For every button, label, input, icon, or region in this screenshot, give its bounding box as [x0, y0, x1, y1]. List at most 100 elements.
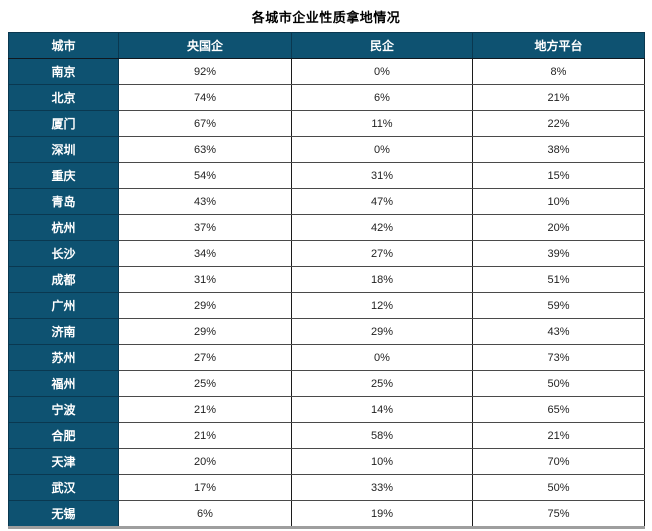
value-cell: 74% — [118, 84, 292, 111]
value-cell: 22% — [472, 110, 645, 137]
city-cell: 杭州 — [8, 214, 119, 241]
value-cell: 11% — [291, 110, 473, 137]
value-cell: 20% — [118, 448, 292, 475]
table-row: 宁波 21% 14% 65% — [8, 396, 645, 423]
value-cell: 43% — [118, 188, 292, 215]
table-row: 青岛 43% 47% 10% — [8, 188, 645, 215]
city-cell: 厦门 — [8, 110, 119, 137]
table-row: 苏州 27% 0% 73% — [8, 344, 645, 371]
city-cell: 合肥 — [8, 422, 119, 449]
value-cell: 25% — [291, 370, 473, 397]
table-row: 南京 92% 0% 8% — [8, 58, 645, 85]
table-header: 城市 央国企 民企 地方平台 — [8, 32, 645, 59]
value-cell: 19% — [291, 500, 473, 528]
value-cell: 29% — [291, 318, 473, 345]
table-row: 厦门 67% 11% 22% — [8, 110, 645, 137]
value-cell: 59% — [472, 292, 645, 319]
value-cell: 29% — [118, 292, 292, 319]
table-body: 南京 92% 0% 8% 北京 74% 6% 21% 厦门 67% 11% 22% 深圳 63% 0% 38%… — [8, 58, 645, 528]
column-header-city: 城市 — [8, 32, 119, 59]
value-cell: 17% — [118, 474, 292, 501]
value-cell: 18% — [291, 266, 473, 293]
value-cell: 34% — [118, 240, 292, 267]
city-cell: 北京 — [8, 84, 119, 111]
table-row: 重庆 54% 31% 15% — [8, 162, 645, 189]
value-cell: 54% — [118, 162, 292, 189]
value-cell: 0% — [291, 58, 473, 85]
value-cell: 25% — [118, 370, 292, 397]
column-header-local-platform: 地方平台 — [472, 32, 645, 59]
table-row: 深圳 63% 0% 38% — [8, 136, 645, 163]
city-cell: 长沙 — [8, 240, 119, 267]
value-cell: 51% — [472, 266, 645, 293]
table-row: 杭州 37% 42% 20% — [8, 214, 645, 241]
city-cell: 广州 — [8, 292, 119, 319]
table-row: 无锡 6% 19% 75% — [8, 500, 645, 528]
city-cell: 福州 — [8, 370, 119, 397]
value-cell: 6% — [118, 500, 292, 528]
value-cell: 70% — [472, 448, 645, 475]
city-enterprise-table: 城市 央国企 民企 地方平台 南京 92% 0% 8% 北京 74% 6% 21% 厦门 67% 1… — [8, 32, 645, 529]
value-cell: 10% — [472, 188, 645, 215]
table-row: 合肥 21% 58% 21% — [8, 422, 645, 449]
value-cell: 31% — [118, 266, 292, 293]
value-cell: 6% — [291, 84, 473, 111]
page-title: 各城市企业性质拿地情况 — [251, 10, 401, 25]
value-cell: 20% — [472, 214, 645, 241]
column-header-central-soe: 央国企 — [118, 32, 292, 59]
city-cell: 武汉 — [8, 474, 119, 501]
city-cell: 深圳 — [8, 136, 119, 163]
city-cell: 青岛 — [8, 188, 119, 215]
value-cell: 10% — [291, 448, 473, 475]
value-cell: 63% — [118, 136, 292, 163]
value-cell: 47% — [291, 188, 473, 215]
value-cell: 27% — [291, 240, 473, 267]
city-cell: 重庆 — [8, 162, 119, 189]
value-cell: 92% — [118, 58, 292, 85]
table-row: 长沙 34% 27% 39% — [8, 240, 645, 267]
value-cell: 39% — [472, 240, 645, 267]
value-cell: 12% — [291, 292, 473, 319]
city-cell: 成都 — [8, 266, 119, 293]
value-cell: 58% — [291, 422, 473, 449]
city-cell: 宁波 — [8, 396, 119, 423]
value-cell: 21% — [472, 84, 645, 111]
city-cell: 南京 — [8, 58, 119, 85]
table-row: 福州 25% 25% 50% — [8, 370, 645, 397]
table-row: 天津 20% 10% 70% — [8, 448, 645, 475]
value-cell: 73% — [472, 344, 645, 371]
value-cell: 31% — [291, 162, 473, 189]
value-cell: 67% — [118, 110, 292, 137]
value-cell: 75% — [472, 500, 645, 528]
city-cell: 济南 — [8, 318, 119, 345]
city-cell: 无锡 — [8, 500, 119, 528]
table-row: 广州 29% 12% 59% — [8, 292, 645, 319]
column-header-private: 民企 — [291, 32, 473, 59]
table-row: 北京 74% 6% 21% — [8, 84, 645, 111]
value-cell: 21% — [472, 422, 645, 449]
table-row: 武汉 17% 33% 50% — [8, 474, 645, 501]
value-cell: 43% — [472, 318, 645, 345]
value-cell: 38% — [472, 136, 645, 163]
city-cell: 苏州 — [8, 344, 119, 371]
value-cell: 33% — [291, 474, 473, 501]
value-cell: 0% — [291, 344, 473, 371]
value-cell: 21% — [118, 396, 292, 423]
value-cell: 21% — [118, 422, 292, 449]
value-cell: 50% — [472, 474, 645, 501]
city-cell: 天津 — [8, 448, 119, 475]
header-row: 城市 央国企 民企 地方平台 — [8, 32, 645, 59]
table-row: 成都 31% 18% 51% — [8, 266, 645, 293]
value-cell: 0% — [291, 136, 473, 163]
value-cell: 65% — [472, 396, 645, 423]
value-cell: 50% — [472, 370, 645, 397]
value-cell: 8% — [472, 58, 645, 85]
table-row: 济南 29% 29% 43% — [8, 318, 645, 345]
value-cell: 27% — [118, 344, 292, 371]
value-cell: 15% — [472, 162, 645, 189]
value-cell: 42% — [291, 214, 473, 241]
value-cell: 29% — [118, 318, 292, 345]
value-cell: 37% — [118, 214, 292, 241]
value-cell: 14% — [291, 396, 473, 423]
